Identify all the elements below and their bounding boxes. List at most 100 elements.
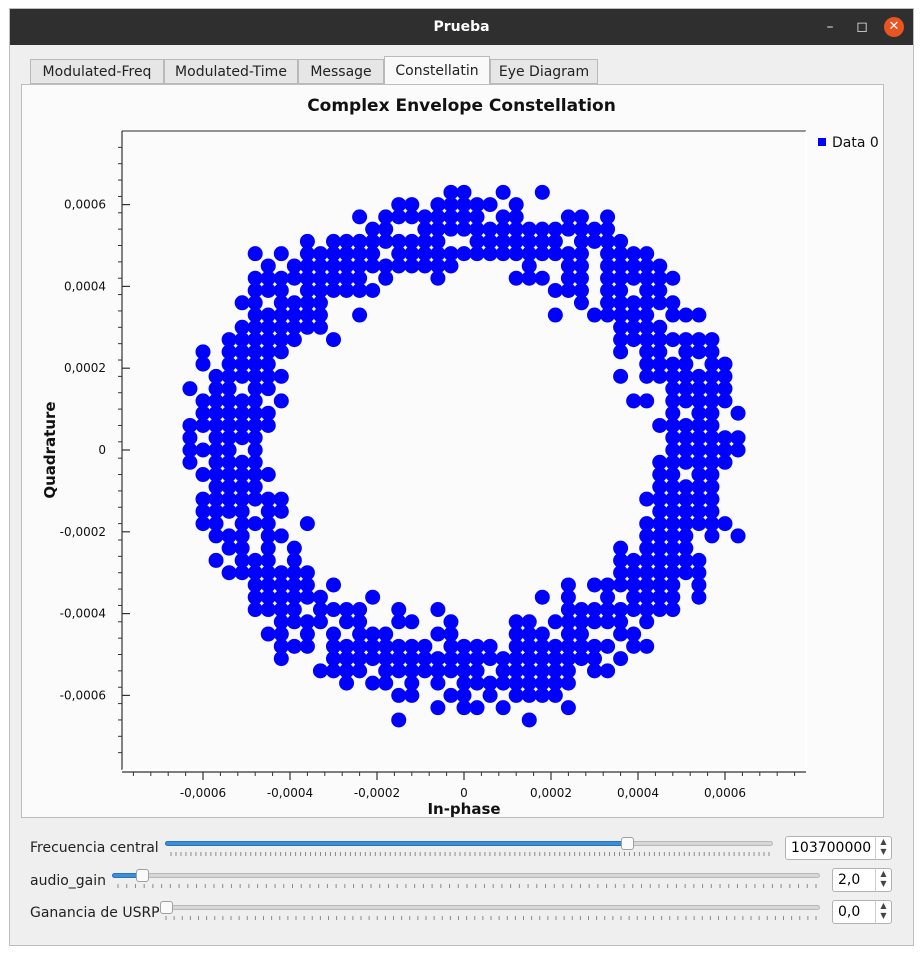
y-axis-label: Quadrature	[41, 401, 59, 498]
ganancia-usrp-slider[interactable]	[160, 905, 820, 910]
close-icon[interactable]: ✕	[884, 17, 904, 37]
scatter-point	[365, 233, 381, 249]
scatter-point	[378, 233, 394, 249]
scatter-point	[704, 491, 720, 507]
tab-modulated-freq[interactable]: Modulated-Freq	[30, 59, 164, 84]
scatter-point	[234, 405, 250, 421]
scatter-point	[652, 479, 668, 495]
scatter-point	[260, 540, 276, 556]
scatter-point	[247, 368, 263, 384]
scatter-point	[456, 184, 472, 200]
scatter-point	[639, 319, 655, 335]
scatter-point	[600, 258, 616, 274]
scatter-point	[247, 552, 263, 568]
scatter-point	[430, 651, 446, 667]
scatter-point	[560, 282, 576, 298]
scatter-point	[352, 270, 368, 286]
scatter-point	[587, 651, 602, 667]
scatter-point	[260, 307, 276, 323]
scatter-point	[600, 233, 616, 249]
spin-arrows-icon[interactable]: ▲ ▼	[875, 901, 891, 923]
scatter-point	[208, 516, 224, 532]
scatter-point	[639, 528, 655, 544]
scatter-point	[273, 307, 289, 323]
scatter-point	[312, 663, 328, 679]
y-tick-label: 0,0004	[64, 279, 106, 293]
scatter-point	[365, 651, 381, 667]
scatter-point	[678, 417, 694, 433]
scatter-point	[260, 381, 276, 397]
scatter-point	[678, 430, 694, 446]
minimize-icon[interactable]: –	[826, 19, 834, 35]
scatter-point	[299, 516, 315, 532]
scatter-point	[273, 393, 289, 409]
scatter-point	[678, 442, 694, 458]
scatter-point	[286, 589, 302, 605]
scatter-point	[639, 332, 655, 348]
audio-gain-slider[interactable]	[112, 873, 820, 878]
scatter-point	[547, 663, 563, 679]
scatter-point	[730, 405, 746, 421]
scatter-point	[508, 270, 524, 286]
scatter-point	[678, 393, 694, 409]
frecuencia-central-spinbox[interactable]: 103700000 ▲ ▼	[785, 836, 892, 860]
scatter-point	[508, 638, 524, 654]
scatter-point	[691, 503, 707, 519]
scatter-point	[587, 307, 602, 323]
scatter-point	[652, 467, 668, 483]
maximize-icon[interactable]: ◻	[856, 19, 868, 35]
scatter-point	[273, 528, 289, 544]
scatter-point	[691, 491, 707, 507]
x-axis-label: In-phase	[427, 800, 500, 818]
scatter-point	[665, 467, 681, 483]
scatter-point	[678, 479, 694, 495]
scatter-point	[626, 319, 642, 335]
scatter-point	[352, 602, 368, 618]
scatter-point	[613, 233, 629, 249]
scatter-point	[600, 307, 616, 323]
scatter-point	[430, 221, 446, 237]
ganancia-usrp-spinbox[interactable]: 0,0 ▲ ▼	[832, 900, 892, 924]
spin-arrows-icon[interactable]: ▲ ▼	[875, 837, 891, 859]
scatter-point	[247, 270, 263, 286]
scatter-point	[247, 381, 263, 397]
spin-arrows-icon[interactable]: ▲ ▼	[875, 869, 891, 891]
tab-message[interactable]: Message	[298, 59, 384, 84]
scatter-point	[691, 405, 707, 421]
tab-eye-diagram[interactable]: Eye Diagram	[490, 59, 598, 84]
audio-gain-handle[interactable]	[136, 869, 149, 882]
scatter-point	[626, 393, 642, 409]
scatter-point	[273, 589, 289, 605]
scatter-point	[430, 197, 446, 213]
scatter-point	[352, 282, 368, 298]
tab-modulated-time[interactable]: Modulated-Time	[164, 59, 298, 84]
scatter-point	[221, 381, 237, 397]
y-tick-label: 0	[98, 443, 106, 457]
ganancia-usrp-handle[interactable]	[160, 901, 173, 914]
scatter-point	[600, 663, 616, 679]
scatter-point	[547, 221, 563, 237]
scatter-point	[221, 430, 237, 446]
scatter-point	[456, 246, 472, 262]
scatter-point	[560, 626, 576, 642]
scatter-point	[378, 221, 394, 237]
audio-gain-spinbox[interactable]: 2,0 ▲ ▼	[832, 868, 892, 892]
scatter-point	[665, 454, 681, 470]
scatter-point	[247, 430, 263, 446]
frecuencia-central-handle[interactable]	[621, 837, 634, 850]
scatter-point	[704, 516, 720, 532]
scatter-point	[299, 295, 315, 311]
scatter-point	[521, 663, 537, 679]
scatter-point	[404, 197, 420, 213]
scatter-point	[247, 565, 263, 581]
scatter-point	[547, 651, 563, 667]
scatter-point	[352, 663, 368, 679]
y-tick-label: 0,0006	[64, 198, 106, 212]
scatter-point	[691, 577, 707, 593]
scatter-point	[260, 332, 276, 348]
scatter-point	[665, 528, 681, 544]
scatter-point	[652, 270, 668, 286]
scatter-point	[717, 516, 733, 532]
scatter-point	[652, 516, 668, 532]
scatter-point	[339, 270, 355, 286]
